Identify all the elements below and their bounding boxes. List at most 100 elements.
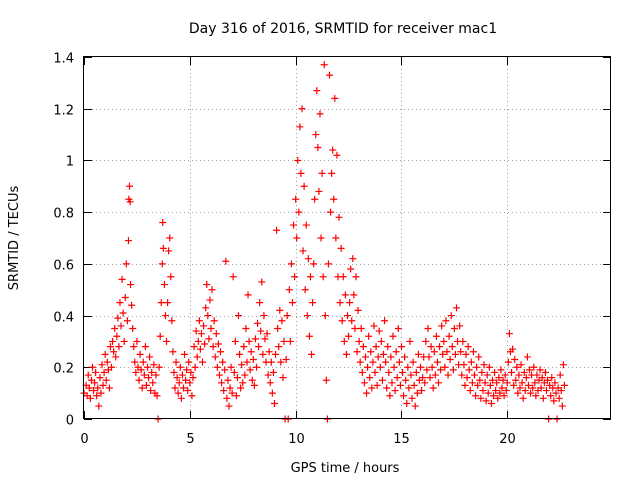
data-point (457, 348, 465, 356)
data-point (547, 392, 555, 400)
data-point (91, 379, 99, 387)
data-point (560, 381, 568, 389)
data-point (239, 379, 247, 387)
data-point (495, 374, 503, 382)
data-point (409, 358, 417, 366)
data-point (402, 376, 410, 384)
data-point (249, 356, 257, 364)
plot-frame (83, 56, 611, 419)
data-point (360, 379, 368, 387)
data-point (466, 387, 474, 395)
data-point (321, 312, 329, 320)
data-point (282, 356, 290, 364)
data-point (358, 368, 366, 376)
data-point (132, 368, 140, 376)
data-point (101, 350, 109, 358)
data-point (356, 358, 364, 366)
data-point (491, 368, 499, 376)
data-point (537, 384, 545, 392)
data-point (160, 281, 168, 289)
y-tick-label: 0.2 (53, 362, 74, 377)
data-point (314, 144, 322, 151)
data-point (361, 353, 369, 361)
data-point (426, 374, 434, 382)
data-point (251, 335, 259, 343)
data-point (98, 361, 106, 369)
data-point (95, 402, 103, 410)
data-point (190, 343, 198, 351)
data-point (521, 387, 529, 395)
data-point (481, 379, 489, 387)
data-point (504, 358, 512, 366)
data-point (347, 265, 355, 273)
data-point (555, 394, 563, 402)
y-axis-label: SRMTID / TECUs (7, 186, 22, 291)
data-point (133, 337, 141, 345)
data-point (522, 374, 530, 382)
data-point (283, 312, 291, 320)
data-point (526, 366, 534, 374)
data-point (242, 325, 250, 332)
data-point (103, 358, 111, 366)
data-point (557, 387, 565, 395)
data-point (123, 317, 131, 325)
data-point (445, 332, 453, 340)
data-point (523, 353, 531, 361)
data-point (435, 379, 443, 387)
data-point (342, 350, 350, 358)
data-point (330, 195, 338, 203)
data-point (449, 366, 457, 374)
data-point (191, 363, 199, 371)
data-point (272, 350, 280, 358)
data-point (212, 330, 220, 338)
data-point (460, 361, 468, 369)
data-point (122, 260, 130, 268)
data-point (153, 392, 161, 400)
data-point (248, 376, 256, 384)
data-point (438, 322, 446, 330)
grid (84, 57, 611, 419)
data-point (121, 293, 129, 301)
data-point (99, 381, 107, 389)
data-point (222, 257, 230, 265)
data-point (202, 304, 210, 312)
data-point (112, 353, 120, 361)
data-point (238, 361, 246, 369)
data-point (244, 291, 252, 299)
data-point (339, 273, 347, 281)
data-point (127, 281, 135, 289)
data-point (404, 363, 412, 371)
data-point (259, 350, 267, 358)
data-point (113, 332, 121, 340)
data-point (350, 291, 358, 299)
data-point (92, 368, 100, 376)
data-point (279, 374, 287, 382)
data-point (370, 322, 378, 330)
data-point (139, 358, 147, 366)
data-point (338, 317, 346, 325)
data-point (230, 368, 238, 376)
data-point (410, 381, 418, 389)
data-point (197, 330, 205, 338)
data-point (159, 244, 167, 252)
data-point (130, 343, 138, 351)
data-point (255, 343, 263, 351)
data-point (483, 371, 491, 379)
data-point (328, 169, 336, 177)
data-point (377, 337, 385, 345)
data-point (394, 325, 402, 332)
series-points (80, 61, 568, 423)
data-point (351, 325, 359, 332)
data-point (477, 394, 485, 402)
data-point (302, 221, 310, 229)
data-point (405, 384, 413, 392)
data-point (355, 337, 363, 345)
data-point (450, 325, 458, 332)
data-point (503, 379, 511, 387)
data-point (265, 348, 273, 356)
data-point (250, 381, 258, 389)
data-point (178, 371, 186, 379)
data-point (443, 348, 451, 356)
data-point (476, 376, 484, 384)
data-point (97, 389, 105, 397)
